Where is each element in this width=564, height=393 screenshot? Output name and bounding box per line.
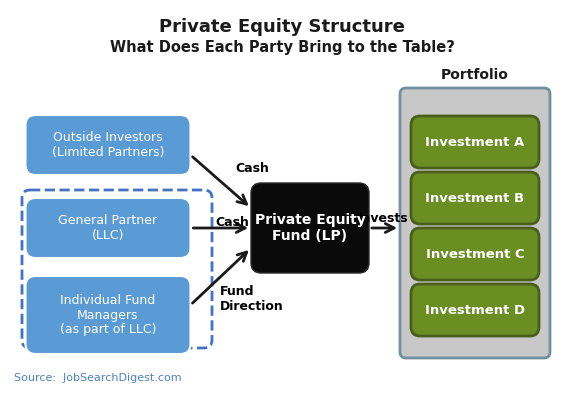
Text: Fund
Direction: Fund Direction xyxy=(220,285,284,313)
Text: Portfolio: Portfolio xyxy=(441,68,509,82)
Text: Cash: Cash xyxy=(235,162,269,174)
Text: What Does Each Party Bring to the Table?: What Does Each Party Bring to the Table? xyxy=(109,40,455,55)
Text: Individual Fund
Managers
(as part of LLC): Individual Fund Managers (as part of LLC… xyxy=(60,294,156,336)
Text: Private Equity
Fund (LP): Private Equity Fund (LP) xyxy=(254,213,365,243)
FancyBboxPatch shape xyxy=(411,116,539,168)
FancyBboxPatch shape xyxy=(25,198,191,258)
FancyBboxPatch shape xyxy=(25,115,191,175)
Text: Private Equity Structure: Private Equity Structure xyxy=(159,18,405,36)
FancyBboxPatch shape xyxy=(411,228,539,280)
Text: Outside Investors
(Limited Partners): Outside Investors (Limited Partners) xyxy=(52,131,164,159)
FancyBboxPatch shape xyxy=(400,88,550,358)
FancyBboxPatch shape xyxy=(25,276,191,354)
Text: General Partner
(LLC): General Partner (LLC) xyxy=(59,214,157,242)
Text: Investment B: Investment B xyxy=(425,191,525,204)
Text: Investment A: Investment A xyxy=(425,136,525,149)
Text: Invests: Invests xyxy=(358,211,409,224)
Text: Investment C: Investment C xyxy=(426,248,525,261)
FancyBboxPatch shape xyxy=(251,183,369,273)
FancyBboxPatch shape xyxy=(411,284,539,336)
Text: Source:  JobSearchDigest.com: Source: JobSearchDigest.com xyxy=(14,373,182,383)
Text: Cash: Cash xyxy=(215,215,249,228)
FancyBboxPatch shape xyxy=(411,172,539,224)
Text: Investment D: Investment D xyxy=(425,303,525,316)
